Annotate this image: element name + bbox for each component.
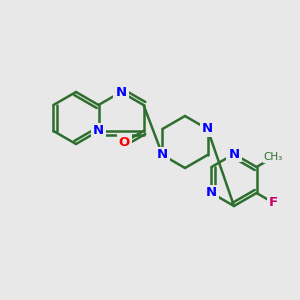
- Text: N: N: [206, 187, 217, 200]
- Text: N: N: [228, 148, 240, 160]
- Text: N: N: [157, 148, 168, 161]
- Text: N: N: [202, 122, 213, 136]
- Text: F: F: [269, 196, 278, 209]
- Text: N: N: [93, 124, 104, 137]
- Text: O: O: [119, 136, 130, 148]
- Text: N: N: [116, 85, 127, 98]
- Text: CH₃: CH₃: [264, 152, 283, 162]
